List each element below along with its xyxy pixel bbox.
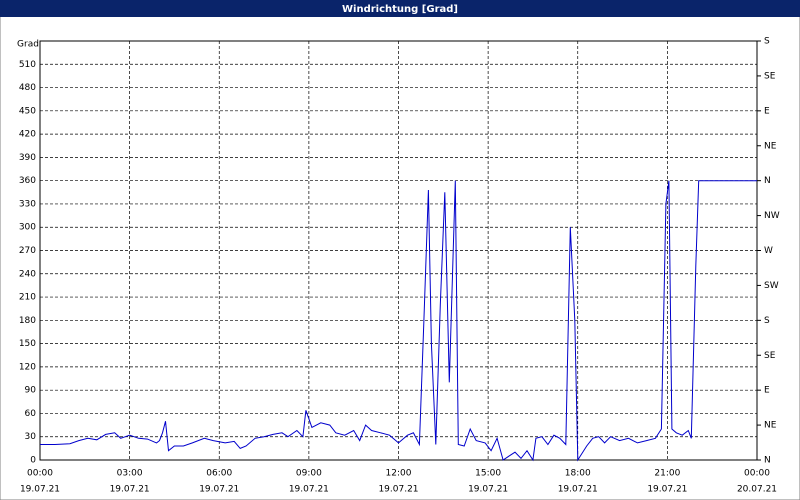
y-tick-label: 120 bbox=[19, 362, 36, 372]
y-tick-label: 0 bbox=[30, 456, 36, 466]
x-tick-label: 06:00 bbox=[206, 469, 232, 479]
y2-tick-label: E bbox=[764, 106, 770, 116]
y-tick-label: 270 bbox=[19, 246, 36, 256]
y-tick-label: 30 bbox=[25, 432, 37, 442]
y-tick-label: 210 bbox=[19, 293, 36, 303]
x-tick-label: 18:00 bbox=[565, 469, 591, 479]
x-tick-date: 20.07.21 bbox=[737, 485, 777, 495]
y2-tick-label: NE bbox=[764, 141, 777, 151]
x-tick-date: 19.07.21 bbox=[110, 485, 150, 495]
y-tick-label: 90 bbox=[25, 386, 37, 396]
y-tick-label: 180 bbox=[19, 316, 36, 326]
title-bar bbox=[0, 0, 800, 17]
x-tick-label: 00:00 bbox=[27, 469, 53, 479]
x-tick-label: 03:00 bbox=[117, 469, 143, 479]
y2-tick-label: E bbox=[764, 386, 770, 396]
x-tick-date: 19.07.21 bbox=[199, 485, 239, 495]
x-tick-date: 19.07.21 bbox=[558, 485, 598, 495]
y2-tick-label: S bbox=[764, 37, 770, 47]
y2-tick-label: W bbox=[764, 246, 773, 256]
y-tick-label: 300 bbox=[19, 223, 36, 233]
y-tick-label: 150 bbox=[19, 339, 36, 349]
y2-tick-label: SW bbox=[764, 281, 779, 291]
y2-tick-label: N bbox=[764, 456, 771, 466]
x-tick-date: 19.07.21 bbox=[647, 485, 687, 495]
data-line bbox=[40, 180, 757, 462]
x-tick-date: 19.07.21 bbox=[468, 485, 508, 495]
y2-tick-label: NE bbox=[764, 421, 777, 431]
x-tick-label: 21:00 bbox=[654, 469, 680, 479]
y-tick-label: 240 bbox=[19, 269, 36, 279]
y-tick-label: 480 bbox=[19, 83, 36, 93]
x-tick-date: 19.07.21 bbox=[289, 485, 329, 495]
y-tick-label: 390 bbox=[19, 153, 36, 163]
y-axis-label: Grad bbox=[17, 40, 39, 50]
y2-tick-label: SE bbox=[764, 71, 776, 81]
y-tick-label: 450 bbox=[19, 106, 36, 116]
y2-tick-label: SE bbox=[764, 351, 776, 361]
y-tick-label: 330 bbox=[19, 199, 36, 209]
y-tick-label: 60 bbox=[25, 409, 37, 419]
chart-title: Windrichtung [Grad] bbox=[342, 4, 458, 15]
x-tick-label: 09:00 bbox=[296, 469, 322, 479]
x-tick-label: 15:00 bbox=[475, 469, 501, 479]
x-tick-label: 00:00 bbox=[744, 469, 770, 479]
y-tick-label: 420 bbox=[19, 130, 36, 140]
x-tick-label: 12:00 bbox=[386, 469, 412, 479]
y2-tick-label: NW bbox=[764, 211, 780, 221]
x-tick-date: 19.07.21 bbox=[378, 485, 418, 495]
y-tick-label: 510 bbox=[19, 60, 36, 70]
x-tick-date: 19.07.21 bbox=[20, 485, 60, 495]
y-tick-label: 360 bbox=[19, 176, 36, 186]
y2-tick-label: S bbox=[764, 316, 770, 326]
y2-tick-label: N bbox=[764, 176, 771, 186]
plot-frame bbox=[39, 40, 758, 461]
